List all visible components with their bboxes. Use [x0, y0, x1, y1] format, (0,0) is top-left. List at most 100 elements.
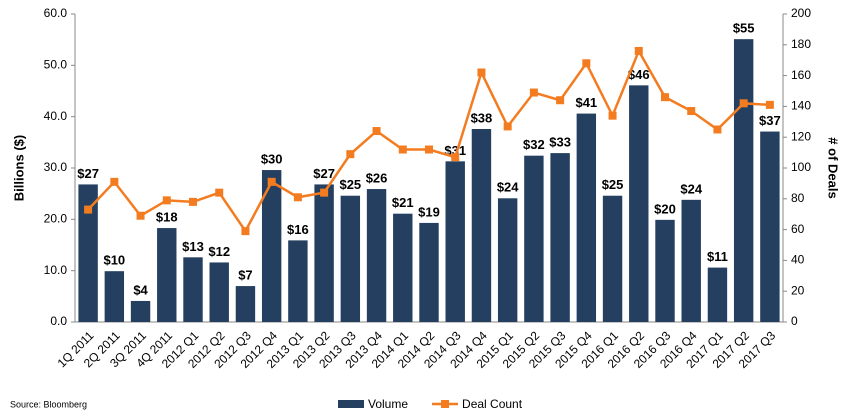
marker: [503, 122, 512, 131]
bar: [524, 155, 544, 322]
y2-axis-label: # of Deals: [826, 137, 841, 198]
bar: [288, 240, 308, 322]
y-tick-label: 60.0: [44, 6, 68, 20]
marker: [241, 227, 250, 236]
marker: [372, 127, 381, 136]
marker: [765, 100, 774, 109]
data-label: $24: [680, 181, 702, 196]
y2-tick-label: 140: [791, 99, 811, 113]
marker: [713, 125, 722, 134]
marker: [687, 107, 696, 116]
bar: [681, 199, 701, 322]
y2-tick-label: 120: [791, 129, 811, 143]
marker: [451, 153, 460, 162]
data-label: $26: [366, 170, 388, 185]
marker: [634, 46, 643, 55]
data-label: $25: [339, 177, 361, 192]
y-tick-label: 50.0: [44, 58, 68, 72]
data-label: $20: [654, 201, 676, 216]
data-label: $21: [392, 195, 414, 210]
bar: [314, 184, 334, 322]
bar: [707, 267, 728, 322]
legend-swatch: [338, 400, 364, 408]
legend-swatch: [441, 400, 450, 408]
y-tick-label: 0.0: [50, 314, 67, 328]
bar: [419, 222, 439, 322]
data-label: $31: [444, 143, 466, 158]
y2-tick-label: 60: [791, 222, 805, 236]
legend-label: Deal Count: [462, 397, 523, 411]
marker: [293, 193, 302, 202]
data-label: $30: [261, 151, 283, 166]
marker: [189, 197, 197, 206]
marker: [162, 196, 171, 205]
data-label: $10: [103, 253, 125, 268]
bar: [629, 85, 649, 322]
y-tick-label: 20.0: [44, 212, 68, 226]
marker: [136, 211, 145, 220]
bar: [760, 131, 780, 322]
bar: [471, 128, 492, 322]
bar: [130, 300, 151, 322]
bar: [340, 195, 361, 322]
marker: [320, 188, 329, 197]
marker: [529, 88, 538, 97]
marker: [267, 177, 276, 186]
y2-tick-label: 100: [791, 160, 811, 174]
data-label: $16: [287, 222, 309, 237]
data-label: $37: [759, 113, 781, 128]
marker: [477, 68, 486, 77]
y2-tick-label: 0: [791, 314, 798, 328]
data-label: $4: [133, 282, 148, 297]
data-label: $24: [497, 180, 519, 195]
data-label: $27: [77, 166, 99, 181]
y2-tick-label: 40: [791, 253, 805, 267]
bar: [366, 189, 387, 322]
data-label: $18: [156, 209, 178, 224]
y2-tick-label: 200: [791, 6, 811, 20]
bar: [550, 153, 570, 322]
bar: [235, 286, 256, 322]
bar: [183, 257, 203, 322]
y-tick-label: 10.0: [44, 263, 68, 277]
marker: [739, 99, 748, 108]
y2-tick-label: 180: [791, 37, 811, 51]
source: Source: Bloomberg: [10, 399, 87, 409]
data-label: $25: [602, 177, 624, 192]
marker: [582, 59, 591, 68]
marker: [215, 188, 224, 197]
data-label: $55: [733, 21, 755, 36]
bar: [157, 228, 177, 322]
y2-tick-label: 160: [791, 68, 811, 82]
y2-tick-label: 80: [791, 191, 805, 205]
marker: [425, 145, 433, 154]
bar: [655, 219, 675, 322]
data-label: $12: [208, 244, 230, 259]
legend-label: Volume: [368, 397, 408, 411]
data-label: $11: [707, 249, 728, 264]
bar: [576, 113, 597, 322]
data-label: $7: [238, 268, 252, 283]
y-tick-label: 40.0: [44, 109, 68, 123]
bar: [733, 39, 754, 323]
bar: [393, 213, 413, 322]
marker: [84, 205, 93, 214]
data-label: $19: [418, 204, 440, 219]
y-axis-label: Billions ($): [11, 135, 26, 201]
marker: [398, 145, 407, 154]
y2-tick-label: 20: [791, 283, 805, 297]
data-label: $13: [182, 239, 204, 254]
marker: [110, 177, 119, 186]
bar: [497, 198, 518, 322]
data-label: $38: [471, 110, 493, 125]
bar: [104, 271, 125, 322]
data-label: $46: [628, 67, 650, 82]
marker: [608, 111, 617, 120]
bar: [209, 262, 229, 322]
data-label: $41: [575, 95, 597, 110]
bar: [78, 184, 98, 322]
data-label: $32: [523, 137, 545, 152]
data-label: $33: [549, 135, 571, 150]
marker: [346, 150, 355, 159]
